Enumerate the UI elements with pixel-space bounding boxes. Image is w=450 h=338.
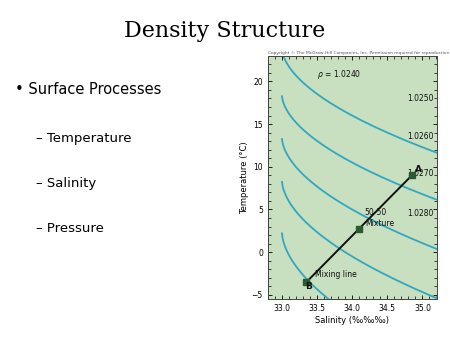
Text: 50-50
Mixture: 50-50 Mixture <box>365 209 394 228</box>
Text: $\rho$ = 1.0240: $\rho$ = 1.0240 <box>317 68 361 81</box>
Text: – Temperature: – Temperature <box>36 132 131 145</box>
Text: – Pressure: – Pressure <box>36 222 104 235</box>
Text: 1.0280: 1.0280 <box>407 209 433 218</box>
Y-axis label: Temperature (°C): Temperature (°C) <box>240 141 249 214</box>
Text: • Surface Processes: • Surface Processes <box>15 82 161 97</box>
Text: B: B <box>305 282 312 291</box>
Text: 1.0250: 1.0250 <box>407 94 433 103</box>
Text: Copyright © The McGraw-Hill Companies, Inc. Permission required for reproduction: Copyright © The McGraw-Hill Companies, I… <box>268 51 450 55</box>
Text: Mixing line: Mixing line <box>315 270 356 279</box>
Text: A: A <box>415 165 423 174</box>
Text: Density Structure: Density Structure <box>124 20 326 42</box>
Text: – Salinity: – Salinity <box>36 177 96 190</box>
X-axis label: Salinity (‰‰‰): Salinity (‰‰‰) <box>315 316 389 325</box>
Text: 1.0270: 1.0270 <box>407 169 433 178</box>
Text: 1.0260: 1.0260 <box>407 132 433 141</box>
